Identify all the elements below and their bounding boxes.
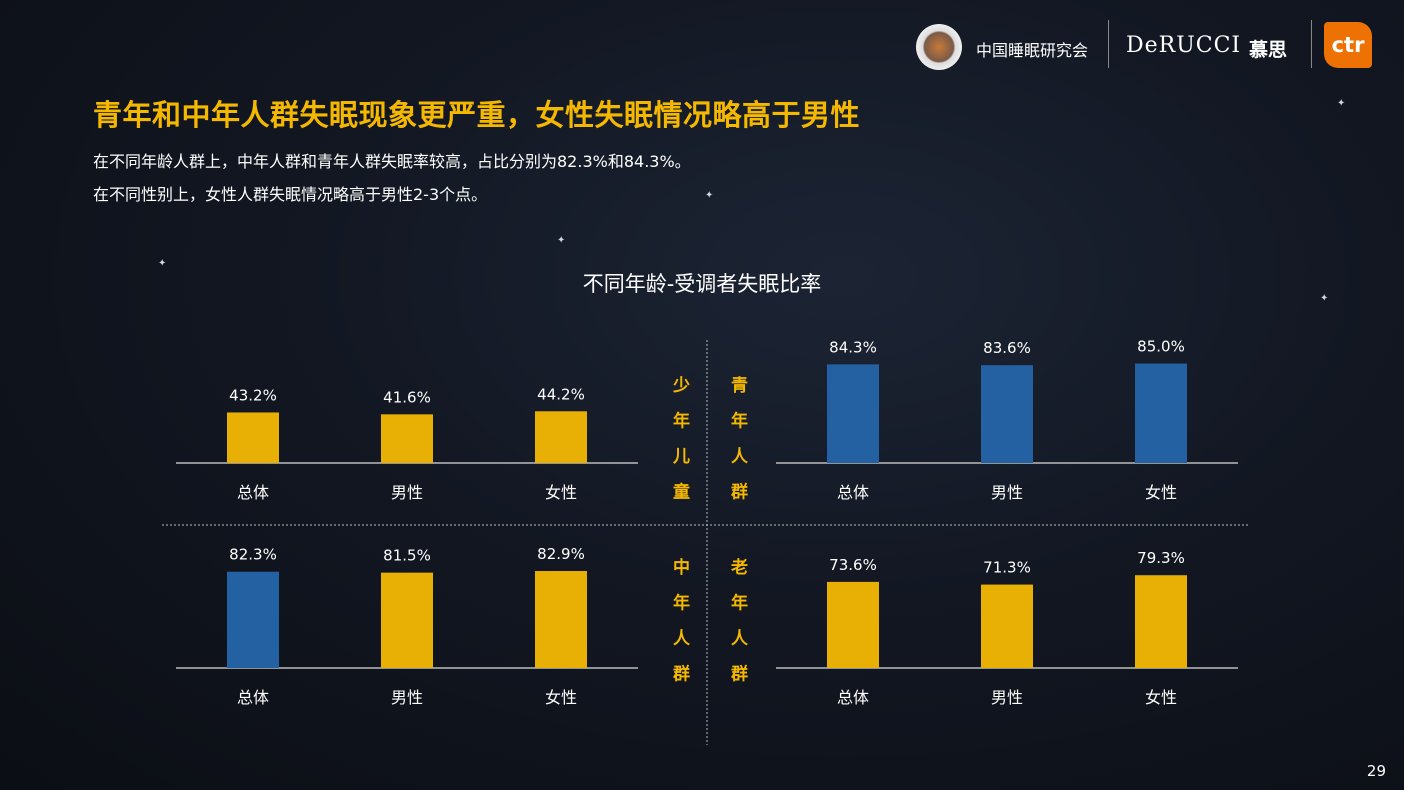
bar: [381, 572, 433, 668]
category-label: 男性: [391, 483, 423, 502]
bar: [535, 411, 587, 463]
divider: [1108, 20, 1109, 68]
star-decoration: ✦: [557, 235, 566, 246]
data-label: 41.6%: [383, 388, 431, 406]
bar: [227, 571, 279, 668]
data-label: 84.3%: [829, 338, 877, 356]
page-number: 29: [1366, 762, 1386, 780]
category-label: 男性: [391, 688, 423, 707]
group-label-youth: 青年人群: [727, 376, 747, 518]
category-label: 总体: [837, 688, 869, 707]
divider: [1311, 20, 1312, 68]
category-label: 女性: [545, 688, 577, 707]
category-label: 男性: [991, 688, 1023, 707]
category-label: 女性: [1145, 483, 1177, 502]
star-decoration: ✦: [1337, 98, 1346, 109]
derucci-cn-logo: 慕思: [1249, 39, 1288, 61]
chart-title: 不同年龄-受调者失眠比率: [582, 272, 822, 296]
category-label: 总体: [837, 483, 869, 502]
data-label: 79.3%: [1137, 549, 1185, 567]
group-label-children: 少年儿童: [669, 376, 689, 518]
category-label: 男性: [991, 483, 1023, 502]
bar: [981, 584, 1033, 668]
bar: [827, 364, 879, 463]
bar: [1135, 575, 1187, 668]
header-logos: 中国睡眠研究会 DeRUCCI 慕思: [912, 20, 1382, 72]
data-label: 43.2%: [229, 386, 277, 404]
data-label: 44.2%: [537, 385, 585, 403]
data-label: 85.0%: [1137, 338, 1185, 356]
page-title: 青年和中年人群失眠现象更严重，女性失眠情况略高于男性: [93, 98, 861, 132]
category-label: 女性: [1145, 688, 1177, 707]
data-label: 73.6%: [829, 556, 877, 574]
bar: [227, 412, 279, 463]
data-label: 81.5%: [383, 547, 431, 565]
bar: [381, 414, 433, 463]
category-label: 总体: [237, 483, 269, 502]
data-label: 71.3%: [983, 559, 1031, 577]
ctr-logo: ctr: [1324, 22, 1372, 68]
data-label: 82.3%: [229, 546, 277, 564]
sleep-society-seal-icon: [916, 24, 962, 70]
star-decoration: ✦: [158, 258, 167, 269]
subtitle-line: 在不同性别上，女性人群失眠情况略高于男性2-3个点。: [93, 185, 488, 204]
bar: [535, 571, 587, 668]
derucci-logo: DeRUCCI: [1126, 33, 1242, 58]
category-label: 总体: [237, 688, 269, 707]
bar: [827, 581, 879, 668]
star-decoration: ✦: [705, 190, 714, 201]
subtitle-line: 在不同年龄人群上，中年人群和青年人群失眠率较高，占比分别为82.3%和84.3%…: [93, 152, 691, 171]
group-label-elderly: 老年人群: [727, 558, 747, 700]
category-label: 女性: [545, 483, 577, 502]
data-label: 82.9%: [537, 545, 585, 563]
group-label-middle-aged: 中年人群: [669, 558, 689, 700]
sleep-society-name: 中国睡眠研究会: [976, 41, 1089, 60]
data-label: 83.6%: [983, 339, 1031, 357]
bar: [1135, 363, 1187, 463]
bar: [981, 365, 1033, 463]
star-decoration: ✦: [1320, 293, 1329, 304]
